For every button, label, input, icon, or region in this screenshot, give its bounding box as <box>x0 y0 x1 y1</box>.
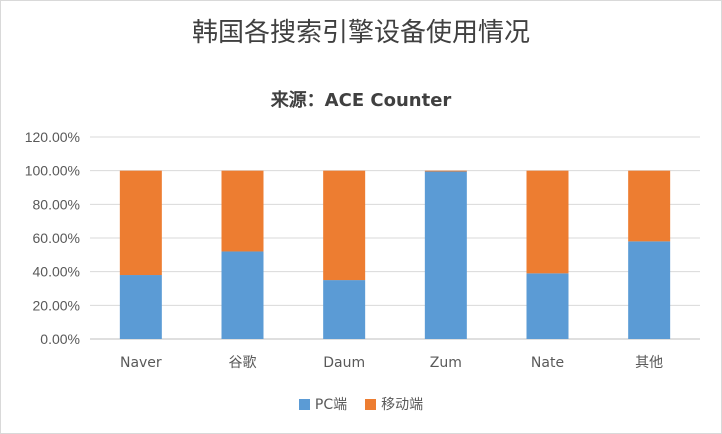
bar-mobile <box>526 170 569 274</box>
y-tick-label: 60.00% <box>33 230 80 246</box>
bar-mobile <box>119 170 162 276</box>
x-tick-label: Daum <box>323 355 365 371</box>
legend: PC端 移动端 <box>0 394 722 414</box>
bar-pc <box>424 171 467 339</box>
legend-swatch-mobile <box>365 398 377 410</box>
y-tick-label: 20.00% <box>33 297 80 313</box>
bar-mobile <box>323 170 366 281</box>
bar-mobile <box>424 170 467 172</box>
chart-title: 韩国各搜索引擎设备使用情况 <box>191 18 530 48</box>
legend-swatch-pc <box>298 398 310 410</box>
y-tick-label: 0.00% <box>40 331 80 347</box>
x-tick-label: 谷歌 <box>229 355 257 371</box>
x-tick-label: Naver <box>120 355 162 371</box>
y-tick-label: 80.00% <box>33 196 80 212</box>
y-tick-label: 120.00% <box>25 129 80 145</box>
legend-label-mobile: 移动端 <box>381 397 424 413</box>
chart-subtitle: 来源：ACE Counter <box>270 90 452 111</box>
y-tick-label: 40.00% <box>33 264 80 280</box>
x-tick-label: Zum <box>430 355 462 371</box>
bar-pc <box>323 280 366 339</box>
legend-item-pc: PC端 <box>298 394 348 414</box>
bar-mobile <box>628 170 671 242</box>
bar-mobile <box>221 170 264 252</box>
bar-pc <box>526 273 569 339</box>
bar-pc <box>628 241 671 339</box>
y-tick-label: 100.00% <box>25 163 80 179</box>
legend-item-mobile: 移动端 <box>365 394 423 414</box>
x-tick-label: Nate <box>531 355 564 371</box>
bar-pc <box>221 251 264 339</box>
x-tick-label: 其他 <box>635 355 663 371</box>
legend-label-pc: PC端 <box>314 397 348 413</box>
bar-pc <box>119 275 162 339</box>
